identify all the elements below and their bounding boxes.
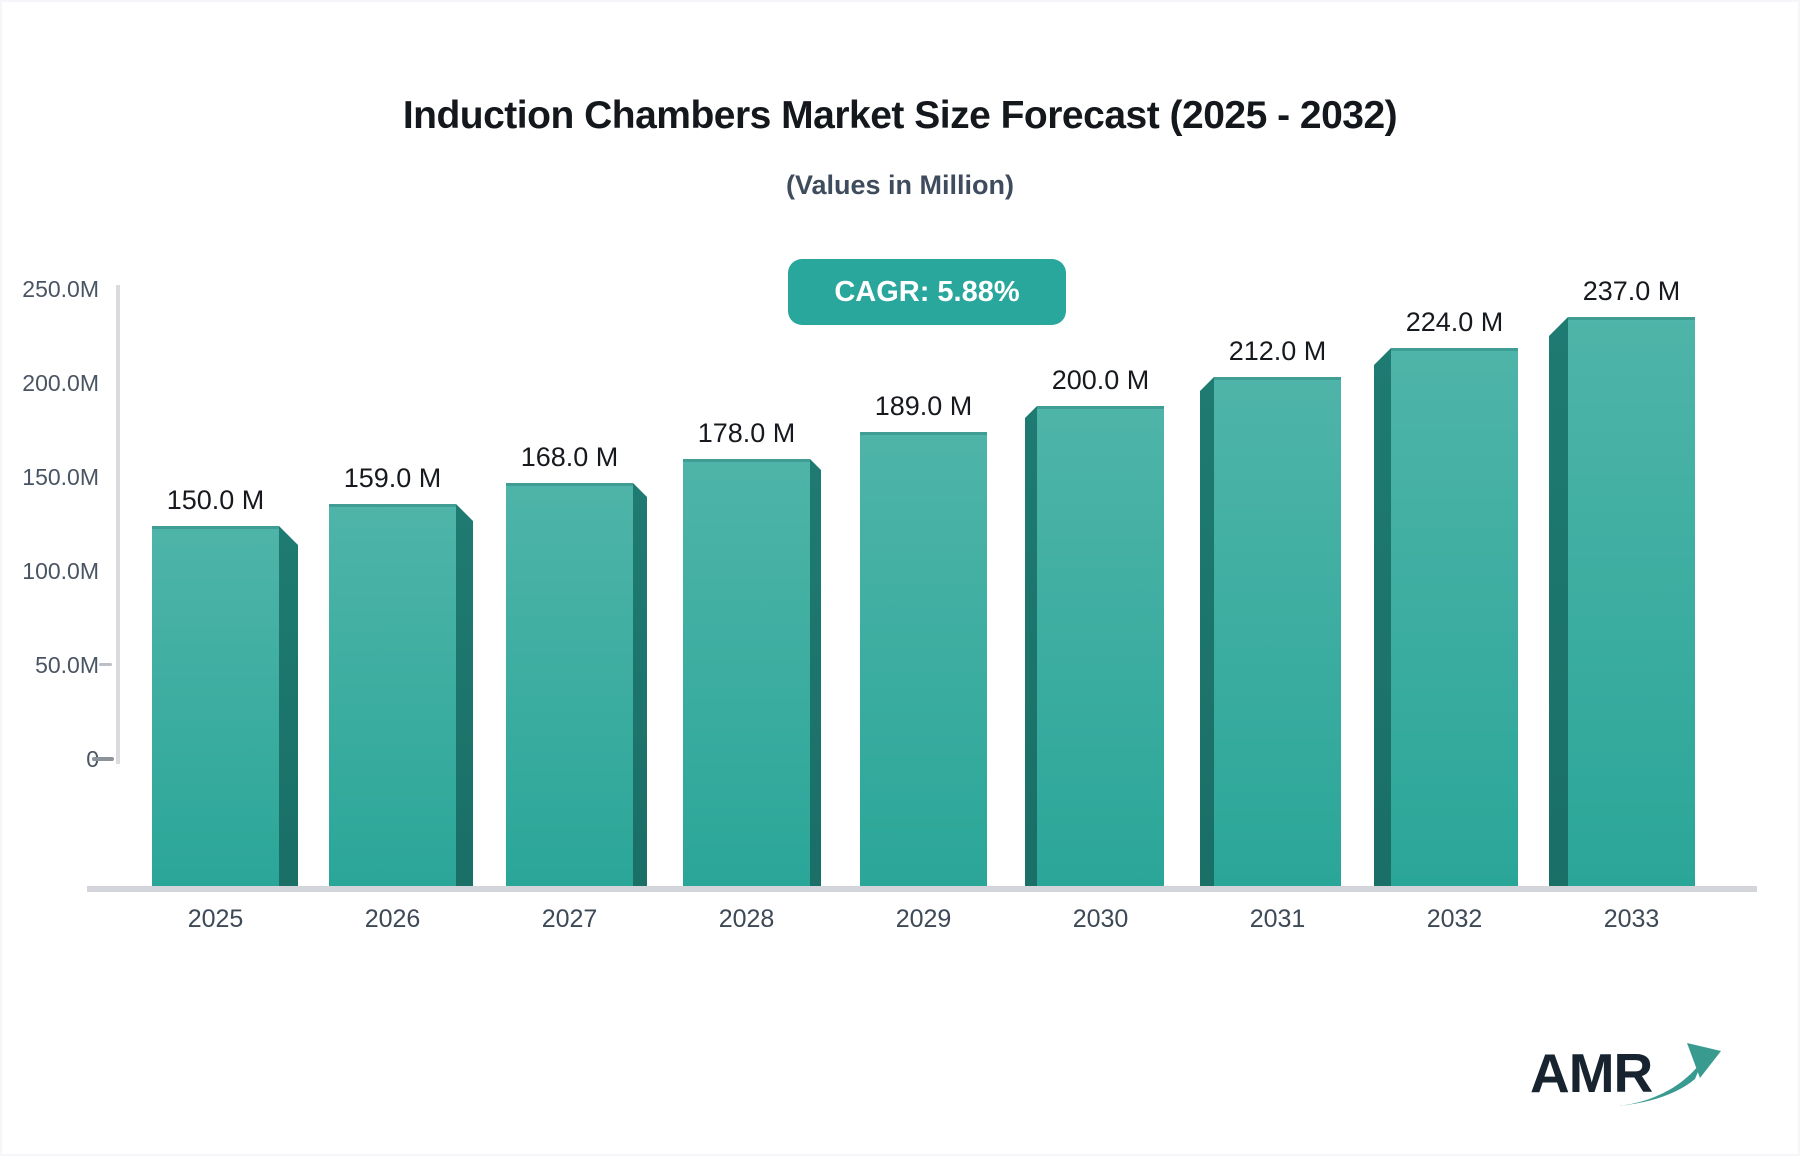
trend-up-arrow-icon (1618, 1043, 1721, 1106)
bar (683, 459, 810, 886)
bar (1214, 377, 1341, 886)
y-axis-tick-label: 50.0M (35, 652, 99, 678)
chart-subtitle: (Values in Million) (785, 170, 1015, 200)
x-axis-category-label: 2029 (895, 905, 952, 933)
y-axis-tick-mark (92, 757, 114, 761)
bar-side-face (633, 483, 647, 886)
bar-value-label: 200.0 M (1051, 365, 1150, 395)
bar (1037, 406, 1164, 886)
bar-value-label: 178.0 M (697, 418, 796, 448)
x-axis-category-label: 2030 (1072, 905, 1129, 933)
bar-value-label: 150.0 M (166, 485, 265, 515)
bar-side-face (279, 526, 298, 886)
y-axis-tick-label: 0 (2, 745, 99, 773)
y-axis-tick-label: 250.0M (22, 276, 99, 302)
y-axis-tick-label: 150.0M (22, 464, 99, 490)
bar (860, 432, 987, 886)
x-axis-category-label: 2032 (1426, 905, 1483, 933)
bar-side-face (1374, 348, 1391, 886)
bar (1568, 317, 1695, 886)
cagr-badge: CAGR: 5.88% (788, 259, 1066, 325)
bar-side-face (1200, 377, 1214, 886)
bar (1391, 348, 1518, 886)
bar (152, 526, 279, 886)
x-axis-category-label: 2033 (1603, 905, 1660, 933)
amr-logo: AMR (1530, 1038, 1730, 1118)
bar-side-face (456, 504, 473, 886)
bar-value-label: 237.0 M (1582, 276, 1681, 306)
bar-value-label: 212.0 M (1228, 336, 1327, 366)
bar-side-face (810, 459, 821, 886)
bar-side-face (1025, 406, 1037, 886)
bar (329, 504, 456, 886)
x-axis-category-label: 2027 (541, 905, 598, 933)
amr-logo-text: AMR (1530, 1042, 1653, 1104)
bar-value-label: 159.0 M (343, 463, 442, 493)
bar (506, 483, 633, 886)
y-axis-tick-label: 100.0M (22, 558, 99, 584)
x-axis-category-label: 2031 (1249, 905, 1306, 933)
y-axis-tick-label: 200.0M (22, 370, 99, 396)
x-axis-baseline (87, 886, 1757, 892)
chart-title: Induction Chambers Market Size Forecast … (402, 94, 1398, 137)
y-axis-tick-mark (99, 663, 112, 666)
bar-value-label: 168.0 M (520, 442, 619, 472)
x-axis-category-label: 2026 (364, 905, 421, 933)
y-axis-line (116, 285, 120, 764)
bar-side-face (1549, 317, 1568, 886)
bar-value-label: 224.0 M (1405, 307, 1504, 337)
x-axis-category-label: 2025 (187, 905, 244, 933)
x-axis-category-label: 2028 (718, 905, 775, 933)
bar-value-label: 189.0 M (874, 391, 973, 421)
